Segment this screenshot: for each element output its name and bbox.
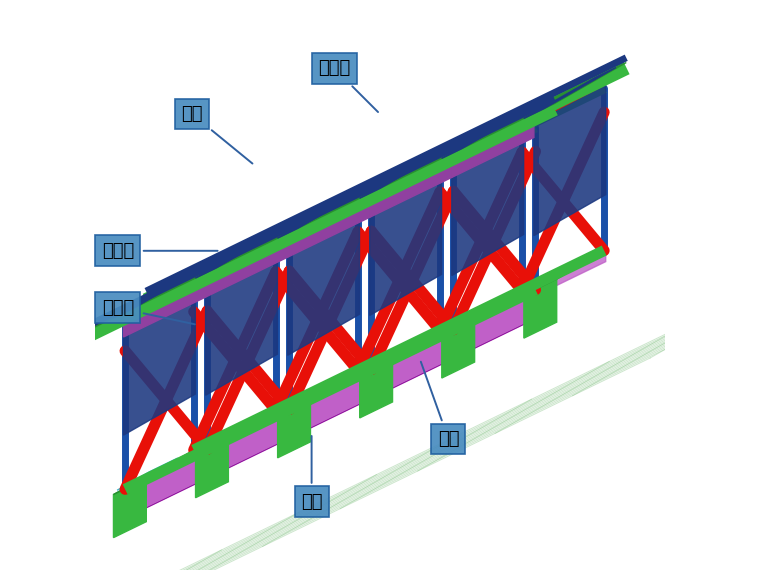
Polygon shape: [205, 369, 359, 450]
Polygon shape: [74, 63, 626, 337]
Polygon shape: [287, 157, 442, 238]
Polygon shape: [277, 399, 310, 458]
Text: 上平联: 上平联: [318, 59, 378, 112]
Polygon shape: [359, 337, 430, 375]
Polygon shape: [527, 259, 588, 291]
Text: 上横联: 上横联: [102, 242, 217, 260]
Polygon shape: [369, 290, 524, 370]
Polygon shape: [123, 278, 205, 337]
Polygon shape: [359, 359, 393, 418]
Polygon shape: [369, 117, 524, 198]
Polygon shape: [117, 458, 178, 490]
Polygon shape: [277, 187, 369, 238]
Polygon shape: [205, 238, 287, 297]
Polygon shape: [369, 158, 451, 217]
Polygon shape: [524, 279, 556, 338]
Polygon shape: [451, 291, 534, 359]
Polygon shape: [195, 250, 606, 461]
Polygon shape: [195, 417, 266, 455]
Polygon shape: [363, 339, 424, 370]
Text: 腹杆: 腹杆: [421, 362, 459, 448]
Polygon shape: [369, 331, 451, 399]
Polygon shape: [123, 409, 277, 490]
Text: 上弦: 上弦: [181, 105, 252, 164]
Polygon shape: [287, 197, 359, 355]
Polygon shape: [451, 78, 606, 158]
Polygon shape: [199, 418, 260, 450]
Polygon shape: [123, 450, 205, 519]
Polygon shape: [287, 198, 369, 257]
Polygon shape: [277, 377, 348, 415]
Text: 下弦: 下弦: [301, 436, 322, 511]
Polygon shape: [534, 78, 606, 235]
Polygon shape: [524, 67, 616, 119]
Polygon shape: [451, 119, 534, 177]
Polygon shape: [123, 237, 277, 318]
Polygon shape: [442, 319, 474, 378]
Polygon shape: [359, 147, 451, 198]
Polygon shape: [205, 197, 359, 278]
Polygon shape: [205, 410, 287, 479]
Polygon shape: [287, 329, 442, 410]
Polygon shape: [113, 479, 146, 538]
Polygon shape: [445, 299, 506, 331]
Polygon shape: [281, 378, 342, 410]
Polygon shape: [195, 227, 288, 278]
Polygon shape: [451, 117, 524, 275]
Polygon shape: [369, 157, 442, 315]
Polygon shape: [195, 439, 228, 498]
Polygon shape: [113, 457, 184, 495]
Polygon shape: [113, 267, 205, 318]
Polygon shape: [524, 258, 594, 295]
Text: 桥面系: 桥面系: [102, 299, 195, 324]
Polygon shape: [442, 107, 534, 158]
Polygon shape: [287, 370, 369, 439]
Polygon shape: [451, 250, 606, 331]
Polygon shape: [442, 298, 512, 335]
Polygon shape: [123, 277, 195, 435]
Polygon shape: [205, 237, 277, 395]
